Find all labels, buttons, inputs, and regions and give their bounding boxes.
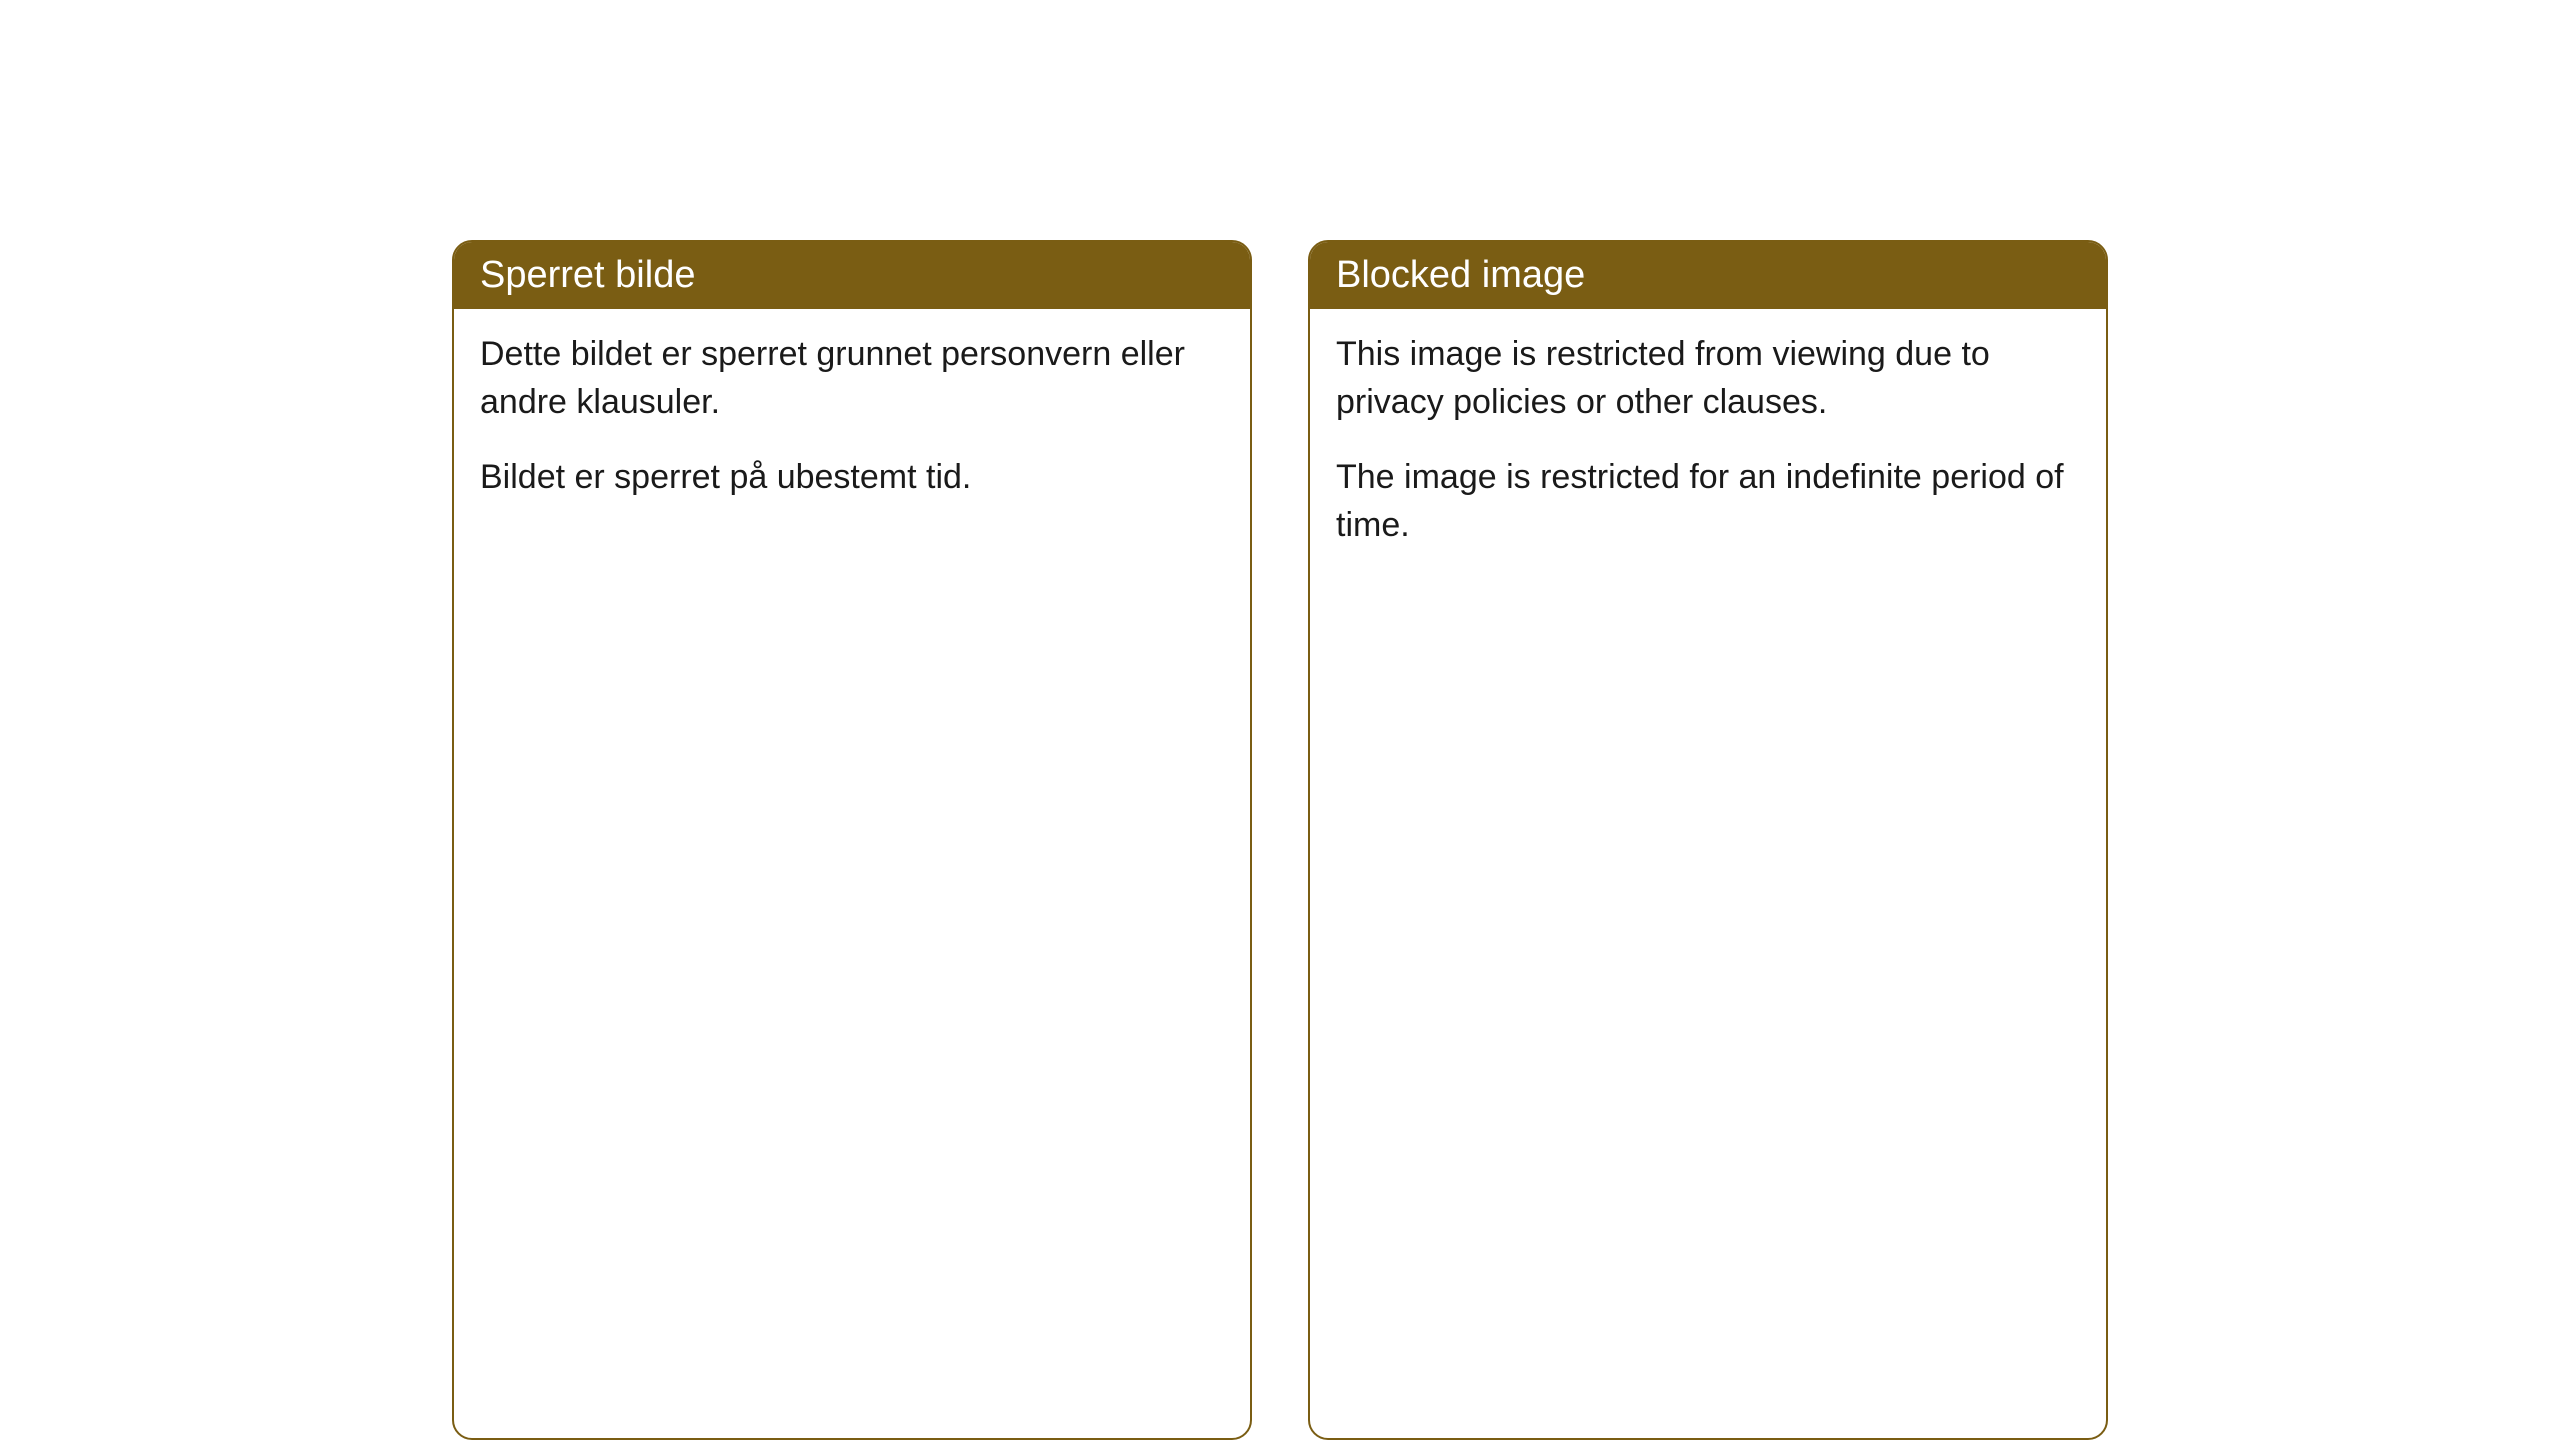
notice-paragraph-1: Dette bildet er sperret grunnet personve… bbox=[480, 331, 1224, 426]
notice-card-english: Blocked image This image is restricted f… bbox=[1308, 240, 2108, 1440]
card-body: Dette bildet er sperret grunnet personve… bbox=[454, 309, 1250, 538]
notice-paragraph-2: Bildet er sperret på ubestemt tid. bbox=[480, 454, 1224, 502]
notice-card-norwegian: Sperret bilde Dette bildet er sperret gr… bbox=[452, 240, 1252, 1440]
card-body: This image is restricted from viewing du… bbox=[1310, 309, 2106, 585]
card-title: Blocked image bbox=[1336, 254, 1585, 296]
notice-paragraph-2: The image is restricted for an indefinit… bbox=[1336, 454, 2080, 549]
card-header: Blocked image bbox=[1310, 242, 2106, 309]
notice-paragraph-1: This image is restricted from viewing du… bbox=[1336, 331, 2080, 426]
card-title: Sperret bilde bbox=[480, 254, 695, 296]
card-header: Sperret bilde bbox=[454, 242, 1250, 309]
notice-container: Sperret bilde Dette bildet er sperret gr… bbox=[452, 240, 2108, 1440]
